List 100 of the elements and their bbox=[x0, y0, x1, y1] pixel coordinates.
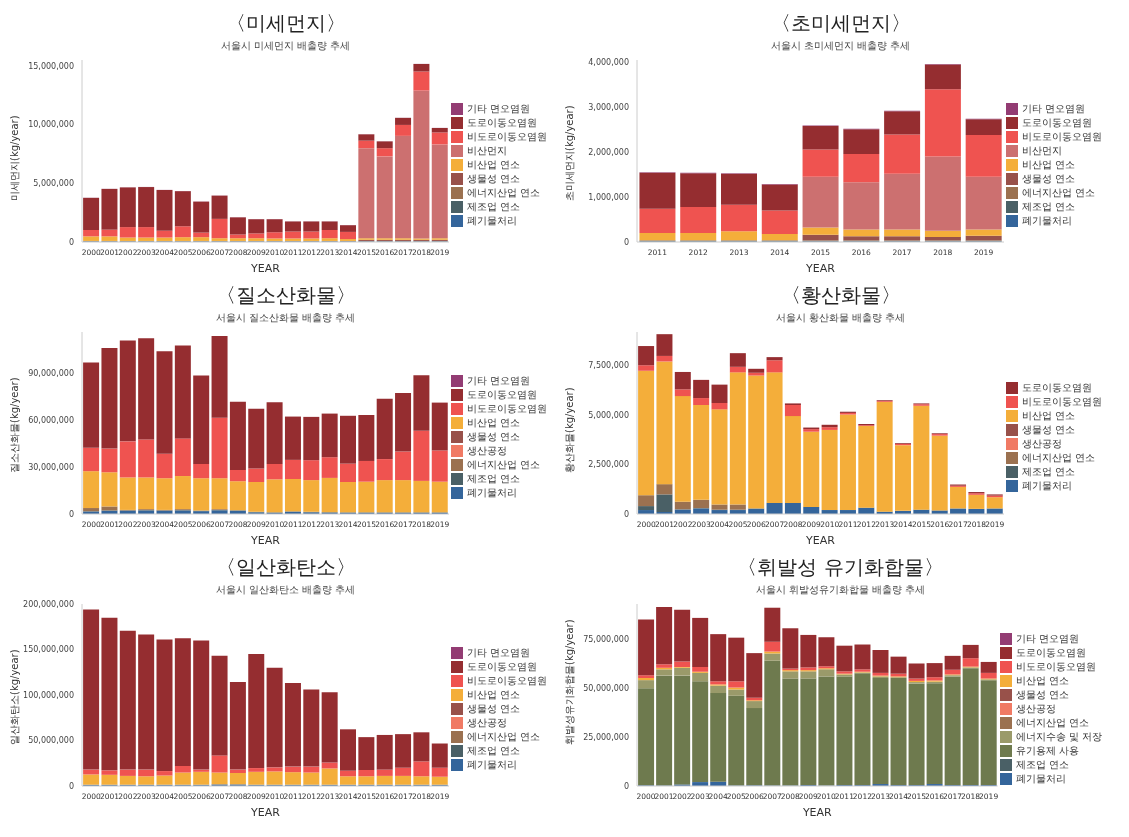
legend-label: 생물성 연소 bbox=[1015, 689, 1069, 700]
legend-label: 도로이동오염원 bbox=[1022, 117, 1092, 128]
chart-subtitle: 서울시 휘발성유기화합물 배출량 추세 bbox=[755, 583, 926, 597]
legend-label: 기타 면오염원 bbox=[467, 375, 531, 386]
y-tick-label: 4,000,000 bbox=[588, 58, 629, 68]
legend-label: 기타 면오염원 bbox=[1015, 633, 1079, 644]
legend-label: 제조업 연소 bbox=[467, 201, 521, 212]
legend-label: 생물성 연소 bbox=[1022, 173, 1076, 184]
y-tick-label: 0 bbox=[623, 237, 629, 247]
x-axis-title: YEAR bbox=[250, 262, 281, 275]
y-tick-label: 5,000,000 bbox=[588, 410, 629, 420]
legend-label: 도로이동오염원 bbox=[467, 389, 537, 400]
y-tick-label: 90,000,000 bbox=[28, 368, 74, 378]
y-axis-title: 황산화물(kg/year) bbox=[563, 387, 575, 473]
legend-label: 기타 면오염원 bbox=[467, 103, 531, 114]
x-axis-title: YEAR bbox=[250, 534, 281, 547]
y-tick-label: 60,000,000 bbox=[28, 415, 74, 425]
x-axis-title: YEAR bbox=[805, 262, 836, 275]
y-axis-title: 휘발성유기화합물(kg/year) bbox=[563, 619, 575, 745]
y-tick-label: 2,500,000 bbox=[588, 460, 629, 470]
y-axis-title: 초미세먼지(kg/year) bbox=[563, 105, 575, 201]
y-tick-label: 2,000,000 bbox=[588, 147, 629, 157]
legend-label: 비산먼지 bbox=[1022, 145, 1062, 156]
legend-label: 에너지산업 연소 bbox=[467, 459, 541, 470]
y-tick-label: 150,000,000 bbox=[23, 645, 74, 655]
legend-label: 비산먼지 bbox=[467, 145, 507, 156]
legend-label: 비산업 연소 bbox=[1022, 410, 1076, 421]
chart-title: 〈휘발성 유기화합물〉 bbox=[737, 554, 944, 581]
y-tick-label: 7,500,000 bbox=[588, 361, 629, 371]
legend-label: 에너지산업 연소 bbox=[1022, 187, 1096, 198]
legend-label: 에너지산업 연소 bbox=[1022, 452, 1096, 463]
legend-label: 비산업 연소 bbox=[467, 689, 521, 700]
legend-label: 제조업 연소 bbox=[1015, 759, 1069, 770]
y-tick-label: 0 bbox=[68, 237, 74, 247]
x-axis-title: YEAR bbox=[801, 806, 833, 819]
legend-label: 비도로이동오염원 bbox=[1022, 131, 1102, 142]
y-tick-label: 1,000,000 bbox=[588, 192, 629, 202]
legend-label: 비산업 연소 bbox=[467, 417, 521, 428]
y-tick-label: 100,000,000 bbox=[23, 690, 74, 700]
legend-label: 도로이동오염원 bbox=[467, 661, 537, 672]
legend-label: 제조업 연소 bbox=[1022, 466, 1076, 477]
x-axis-title: YEAR bbox=[250, 806, 281, 819]
y-tick-label: 0 bbox=[68, 509, 74, 519]
y-tick-label: 15,000,000 bbox=[28, 61, 74, 71]
legend-label: 기타 면오염원 bbox=[1022, 103, 1086, 114]
legend-label: 생물성 연소 bbox=[467, 703, 521, 714]
legend-label: 비도로이동오염원 bbox=[467, 675, 547, 686]
x-axis-title: YEAR bbox=[805, 534, 836, 547]
legend-label: 생산공정 bbox=[467, 445, 507, 456]
chart-title: 〈황산화물〉 bbox=[780, 282, 901, 309]
y-tick-label: 0 bbox=[623, 781, 629, 791]
legend-label: 제조업 연소 bbox=[1022, 201, 1076, 212]
y-tick-label: 5,000,000 bbox=[33, 179, 74, 189]
y-tick-label: 3,000,000 bbox=[588, 103, 629, 113]
legend-label: 비산업 연소 bbox=[1015, 675, 1069, 686]
legend-label: 생산공정 bbox=[1015, 703, 1056, 714]
legend-label: 비도로이동오염원 bbox=[467, 403, 547, 414]
legend-label: 도로이동오염원 bbox=[1022, 382, 1092, 393]
legend-label: 폐기물처리 bbox=[1015, 773, 1066, 784]
y-tick-label: 0 bbox=[623, 509, 629, 519]
legend-label: 비도로이동오염원 bbox=[1015, 661, 1096, 672]
legend-label: 에너지산업 연소 bbox=[467, 731, 541, 742]
legend-label: 폐기물처리 bbox=[467, 487, 517, 498]
legend-label: 폐기물처리 bbox=[1022, 215, 1072, 226]
chart-subtitle: 서울시 질소산화물 배출량 추세 bbox=[215, 311, 356, 325]
chart-subtitle: 서울시 황산화물 배출량 추세 bbox=[775, 311, 906, 325]
chart-title: 〈질소산화물〉 bbox=[215, 282, 356, 309]
y-axis-title: 일산화탄소(kg/year) bbox=[8, 649, 20, 745]
legend-label: 도로이동오염원 bbox=[1015, 647, 1086, 658]
legend-label: 폐기물처리 bbox=[467, 759, 517, 770]
legend-label: 생산공정 bbox=[1022, 438, 1062, 449]
y-tick-label: 30,000,000 bbox=[28, 462, 74, 472]
legend-label: 폐기물처리 bbox=[467, 215, 517, 226]
legend-label: 생물성 연소 bbox=[467, 431, 521, 442]
legend-label: 에너지산업 연소 bbox=[1015, 717, 1089, 728]
y-axis-title: 미세먼지(kg/year) bbox=[8, 115, 20, 201]
legend-label: 제조업 연소 bbox=[467, 473, 521, 484]
y-tick-label: 25,000,000 bbox=[583, 732, 629, 742]
legend-label: 에너지산업 연소 bbox=[467, 187, 541, 198]
chart-subtitle: 서울시 초미세먼지 배출량 추세 bbox=[770, 39, 911, 53]
chart-title: 〈초미세먼지〉 bbox=[770, 10, 911, 37]
legend-label: 에너지수송 및 저장 bbox=[1015, 731, 1102, 742]
legend-label: 생물성 연소 bbox=[467, 173, 521, 184]
y-tick-label: 10,000,000 bbox=[28, 120, 74, 130]
legend-label: 유기용제 사용 bbox=[1015, 745, 1079, 756]
y-axis-title: 질소산화물(kg/year) bbox=[8, 377, 20, 473]
legend-label: 제조업 연소 bbox=[467, 745, 521, 756]
legend-label: 생산공정 bbox=[467, 717, 507, 728]
legend-label: 생물성 연소 bbox=[1022, 424, 1076, 435]
legend-label: 기타 면오염원 bbox=[467, 647, 531, 658]
legend-label: 비산업 연소 bbox=[467, 159, 521, 170]
legend-label: 폐기물처리 bbox=[1022, 480, 1072, 491]
legend-label: 비도로이동오염원 bbox=[1022, 396, 1102, 407]
chart-subtitle: 서울시 일산화탄소 배출량 추세 bbox=[215, 583, 356, 597]
chart-title: 〈미세먼지〉 bbox=[225, 10, 346, 37]
legend-label: 도로이동오염원 bbox=[467, 117, 537, 128]
chart-subtitle: 서울시 미세먼지 배출량 추세 bbox=[220, 39, 351, 53]
legend-label: 비도로이동오염원 bbox=[467, 131, 547, 142]
chart-title: 〈일산화탄소〉 bbox=[215, 554, 356, 581]
y-tick-label: 0 bbox=[68, 781, 74, 791]
